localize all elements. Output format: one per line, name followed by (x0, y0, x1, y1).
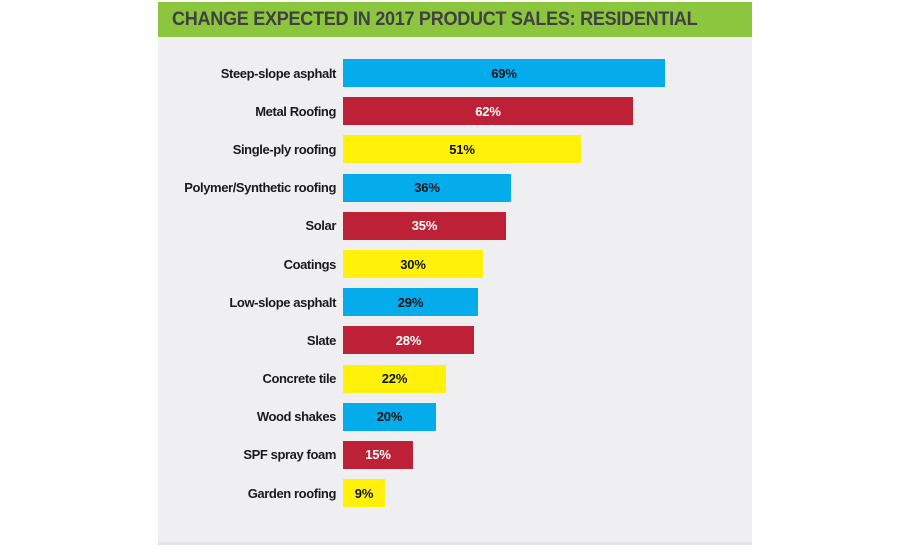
bar: 20% (343, 402, 436, 431)
bar-row: Concrete tile 22% (158, 360, 752, 398)
category-label: SPF spray foam (243, 447, 336, 463)
category-label: Coatings (283, 256, 337, 272)
value-label: 35% (411, 218, 438, 234)
bar: 51% (343, 135, 581, 164)
category-label: Solar (305, 218, 336, 234)
bar-row: Single-ply roofing 51% (158, 130, 752, 168)
bar-row: Polymer/Synthetic roofing 36% (158, 169, 752, 207)
bar: 36% (343, 173, 511, 202)
bar-row: Low-slope asphalt 29% (158, 283, 752, 321)
bar-row: Garden roofing 9% (158, 474, 752, 512)
bar: 22% (343, 364, 446, 393)
value-label: 22% (381, 371, 408, 387)
bar: 69% (343, 59, 665, 88)
value-label: 9% (354, 485, 374, 501)
bar: 35% (343, 211, 506, 240)
value-label: 30% (400, 256, 426, 272)
bar-row: Metal Roofing 62% (158, 92, 752, 130)
bar-row: Coatings 30% (158, 245, 752, 283)
value-label: 20% (376, 409, 403, 425)
chart-card: CHANGE EXPECTED IN 2017 PRODUCT SALES: R… (158, 2, 752, 545)
category-label: Polymer/Synthetic roofing (184, 180, 336, 196)
bar-row: Solar 35% (158, 207, 752, 245)
bar: 62% (343, 97, 633, 126)
bar-row: Slate 28% (158, 321, 752, 359)
bar: 28% (343, 326, 474, 355)
chart-title: CHANGE EXPECTED IN 2017 PRODUCT SALES: R… (172, 8, 698, 30)
bar-row: SPF spray foam 15% (158, 436, 752, 474)
category-label: Concrete tile (262, 371, 336, 387)
value-label: 69% (491, 65, 517, 81)
category-label: Single-ply roofing (232, 141, 337, 157)
category-label: Wood shakes (256, 409, 337, 425)
bar: 29% (343, 288, 478, 317)
chart-title-bar: CHANGE EXPECTED IN 2017 PRODUCT SALES: R… (158, 2, 752, 37)
category-label: Steep-slope asphalt (220, 65, 337, 81)
category-label: Slate (306, 332, 336, 348)
value-label: 51% (449, 141, 475, 157)
bar-row: Steep-slope asphalt 69% (158, 54, 752, 92)
category-label: Metal Roofing (255, 103, 336, 119)
value-label: 62% (475, 103, 501, 119)
chart-plot-area: Steep-slope asphalt 69% Metal Roofing 62% Si… (158, 37, 752, 545)
value-label: 29% (397, 294, 424, 310)
bar: 9% (343, 479, 385, 508)
category-label: Garden roofing (247, 485, 337, 501)
category-label: Low-slope asphalt (229, 294, 336, 310)
bar-row: Wood shakes 20% (158, 398, 752, 436)
value-label: 15% (365, 447, 391, 463)
value-label: 28% (395, 332, 422, 348)
bar: 15% (343, 440, 413, 469)
value-label: 36% (414, 180, 440, 196)
bar: 30% (343, 250, 483, 279)
